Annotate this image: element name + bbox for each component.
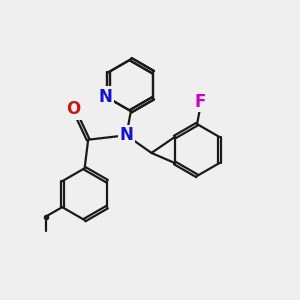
Text: N: N: [98, 88, 112, 106]
Text: F: F: [194, 93, 206, 111]
Text: O: O: [66, 100, 81, 118]
Text: N: N: [119, 126, 134, 144]
